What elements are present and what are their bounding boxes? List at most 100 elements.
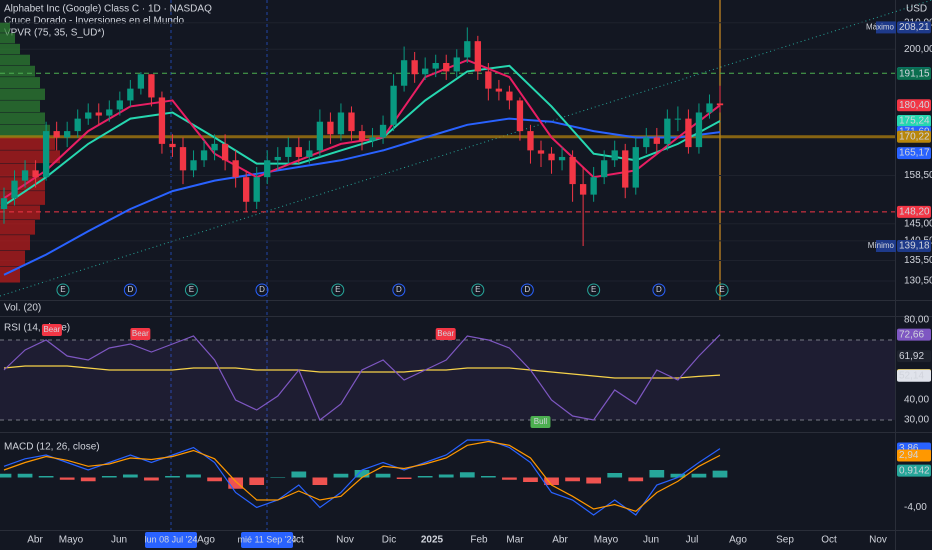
price-tag xyxy=(897,147,931,160)
x-tick-label: Abr xyxy=(552,535,568,546)
x-tick-label: Dic xyxy=(382,535,396,546)
candle-body xyxy=(569,156,576,185)
price-tag-label: 2,94 xyxy=(899,450,919,461)
x-tick-label: Nov xyxy=(869,535,887,546)
candle-body xyxy=(53,131,60,138)
macd-histogram xyxy=(101,476,117,478)
price-tag-label: 0,9142 xyxy=(899,465,930,476)
profile-bar xyxy=(0,33,15,44)
candle-body xyxy=(253,177,260,202)
candle-body xyxy=(11,180,18,199)
y-tick-label: 130,50 xyxy=(904,276,932,287)
x-tick-label: Oct xyxy=(821,535,837,546)
candle-body xyxy=(611,150,618,161)
candle-body xyxy=(464,41,471,58)
event-marker[interactable] xyxy=(715,283,729,297)
x-tick-label: Oct xyxy=(288,535,304,546)
event-marker[interactable] xyxy=(587,283,601,297)
signal-label: Bear xyxy=(43,325,60,334)
profile-bar xyxy=(0,88,45,100)
y-tick-label: 145,00 xyxy=(904,218,932,229)
macd-histogram xyxy=(207,477,222,482)
signal-badge xyxy=(530,416,551,428)
pane-separator xyxy=(0,300,932,301)
candle-body xyxy=(453,57,460,72)
event-marker[interactable] xyxy=(184,283,198,297)
moving-average xyxy=(3,117,721,276)
x-tick-label: Feb xyxy=(470,535,488,546)
x-tick-label: Nov xyxy=(336,535,354,546)
event-marker[interactable] xyxy=(652,283,666,297)
macd-histogram xyxy=(228,477,244,489)
candle-body xyxy=(527,131,534,151)
price-tag xyxy=(897,130,931,143)
note-box xyxy=(876,240,896,253)
macd-histogram xyxy=(586,477,602,484)
macd-histogram xyxy=(523,477,538,482)
profile-bar xyxy=(0,54,30,66)
price-tag-label: 191,15 xyxy=(899,68,930,79)
pane-separator xyxy=(0,316,932,317)
price-tag-label: 72,66 xyxy=(899,329,924,340)
event-marker[interactable] xyxy=(471,283,485,297)
rsi-ma xyxy=(3,365,721,379)
macd-histogram xyxy=(544,477,559,485)
signal-label: Bear xyxy=(132,329,149,338)
crosshair-label: lun 08 Jul '24 xyxy=(145,534,198,544)
volume-title: Vol. (20) xyxy=(4,303,41,314)
y-tick-label: 158,50 xyxy=(904,170,932,181)
candle-body xyxy=(85,112,92,119)
candle-body xyxy=(653,137,660,144)
candle-body xyxy=(158,97,166,144)
candle-body xyxy=(432,62,439,69)
event-marker[interactable] xyxy=(331,283,345,297)
candle-body xyxy=(358,131,366,141)
event-marker[interactable] xyxy=(520,283,534,297)
macd-histogram xyxy=(0,473,12,478)
profile-bar xyxy=(0,112,45,125)
event-marker[interactable] xyxy=(56,283,70,297)
candle-body xyxy=(348,112,355,132)
price-tag-note: Mínimo xyxy=(868,241,895,250)
profile-bar xyxy=(0,65,35,77)
event-marker[interactable] xyxy=(255,283,269,297)
price-tag xyxy=(897,99,931,112)
x-tick-label: Jul xyxy=(686,535,699,546)
macd-histogram xyxy=(80,477,96,482)
macd-histogram xyxy=(249,477,265,485)
price-tag-label: 170,22 xyxy=(899,131,930,142)
macd-histogram xyxy=(165,476,180,478)
price-tag-label: 52,14 xyxy=(899,370,924,381)
macd-histogram xyxy=(502,477,517,480)
event-label: D xyxy=(524,285,530,294)
candle-body xyxy=(316,121,324,151)
candle-body xyxy=(643,137,650,148)
candle-body xyxy=(590,177,597,195)
price-tag xyxy=(897,449,931,462)
event-label: E xyxy=(475,285,480,294)
axis-separator xyxy=(895,0,896,550)
macd-histogram xyxy=(417,476,433,478)
event-marker[interactable] xyxy=(123,283,137,297)
candle-body xyxy=(95,112,102,116)
candle-body xyxy=(232,160,239,178)
price-tag-label: 139,18 xyxy=(899,241,930,252)
candle-body xyxy=(127,88,134,101)
candle-body xyxy=(285,147,292,157)
currency[interactable]: USD xyxy=(906,4,927,15)
macd-histogram xyxy=(38,476,54,478)
candle-body xyxy=(221,143,229,161)
candle-body xyxy=(137,74,145,89)
price-tag xyxy=(897,114,931,127)
macd-histogram xyxy=(122,474,138,478)
price-tag-label: 165,17 xyxy=(899,148,930,159)
x-tick-label: Ago xyxy=(729,535,747,546)
price-tag-label: 3,86 xyxy=(899,443,919,454)
candle-body xyxy=(42,131,50,178)
candle-body xyxy=(295,147,302,157)
candle-body xyxy=(706,103,713,113)
event-marker[interactable] xyxy=(392,283,406,297)
event-label: E xyxy=(189,285,194,294)
